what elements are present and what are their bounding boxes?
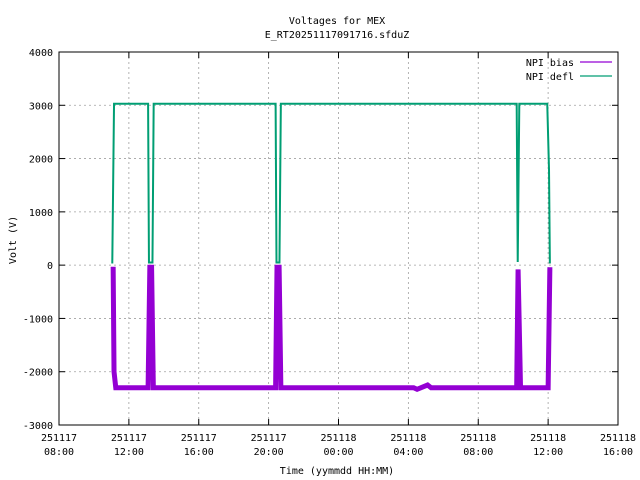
x-tick-label-time: 08:00 xyxy=(44,447,74,458)
axis-ticks: -3000 -2000 -1000 0 1000 2000 3000 4000 251117 08… xyxy=(23,48,636,458)
x-tick-label-time: 20:00 xyxy=(254,447,284,458)
x-tick-label-date: 251118 xyxy=(320,433,356,444)
x-tick-label-time: 00:00 xyxy=(323,447,353,458)
x-tick-label-time: 12:00 xyxy=(114,447,144,458)
x-tick-label-date: 251117 xyxy=(111,433,147,444)
x-tick-label-date: 251118 xyxy=(600,433,636,444)
series-line-npi-bias xyxy=(110,264,553,393)
y-tick-label: 0 xyxy=(47,261,53,272)
x-tick-label-date: 251118 xyxy=(530,433,566,444)
x-tick-label-time: 16:00 xyxy=(603,447,633,458)
y-tick-label: -2000 xyxy=(23,368,53,379)
y-tick-label: 1000 xyxy=(29,208,53,219)
legend: NPI bias NPI defl xyxy=(526,58,612,83)
chart-title: Voltages for MEX xyxy=(289,16,385,27)
series-line-npi-defl xyxy=(111,102,551,264)
chart-subtitle: E_RT20251117091716.sfduZ xyxy=(265,30,410,41)
x-tick-label-time: 04:00 xyxy=(393,447,423,458)
y-axis-label: Volt (V) xyxy=(8,216,19,264)
y-tick-label: -1000 xyxy=(23,314,53,325)
x-axis-label: Time (yymmdd HH:MM) xyxy=(280,466,394,477)
x-tick-label-date: 251117 xyxy=(181,433,217,444)
y-tick-label: 4000 xyxy=(29,48,53,59)
y-tick-label: 3000 xyxy=(29,101,53,112)
x-tick-label-date: 251117 xyxy=(251,433,287,444)
legend-label-npi-defl: NPI defl xyxy=(526,72,574,83)
x-tick-label-time: 12:00 xyxy=(533,447,563,458)
legend-label-npi-bias: NPI bias xyxy=(526,58,574,69)
y-tick-label: -3000 xyxy=(23,421,53,432)
x-tick-label-date: 251118 xyxy=(390,433,426,444)
x-tick-label-date: 251118 xyxy=(460,433,496,444)
x-tick-label-time: 08:00 xyxy=(463,447,493,458)
series-group xyxy=(110,102,553,393)
grid xyxy=(59,52,618,425)
y-tick-label: 2000 xyxy=(29,155,53,166)
x-tick-label-time: 16:00 xyxy=(184,447,214,458)
x-tick-label-date: 251117 xyxy=(41,433,77,444)
